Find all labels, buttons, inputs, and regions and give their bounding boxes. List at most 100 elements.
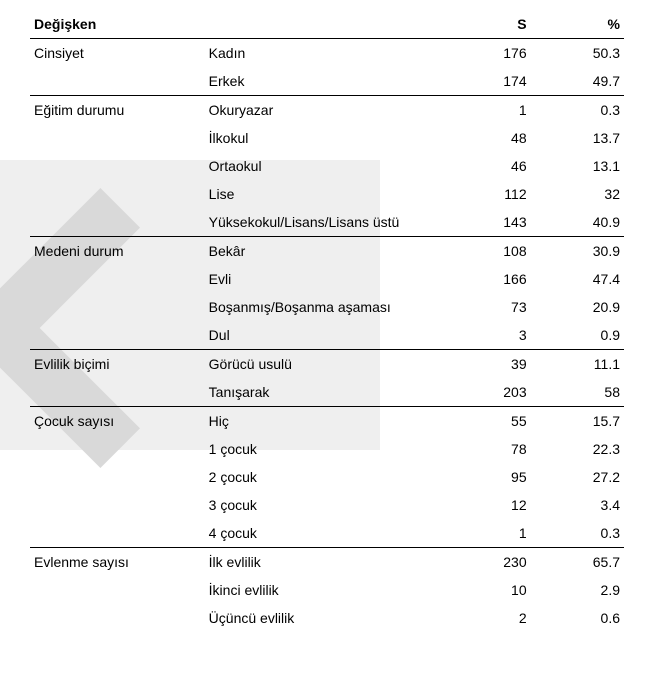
cell-percent: 49.7 bbox=[531, 67, 624, 96]
table-body: CinsiyetKadın17650.3Erkek17449.7Eğitim d… bbox=[30, 39, 624, 633]
table-row: Evlilik biçimiGörücü usulü3911.1 bbox=[30, 350, 624, 379]
cell-s: 46 bbox=[438, 152, 531, 180]
header-s: S bbox=[438, 10, 531, 39]
cell-variable bbox=[30, 293, 205, 321]
cell-percent: 27.2 bbox=[531, 463, 624, 491]
cell-value: Kadın bbox=[205, 39, 438, 68]
cell-percent: 22.3 bbox=[531, 435, 624, 463]
cell-s: 55 bbox=[438, 407, 531, 436]
cell-percent: 20.9 bbox=[531, 293, 624, 321]
cell-s: 143 bbox=[438, 208, 531, 237]
cell-variable bbox=[30, 378, 205, 407]
cell-value: Evli bbox=[205, 265, 438, 293]
cell-value: Yüksekokul/Lisans/Lisans üstü bbox=[205, 208, 438, 237]
cell-value: İlkokul bbox=[205, 124, 438, 152]
cell-value: Ortaokul bbox=[205, 152, 438, 180]
cell-variable bbox=[30, 67, 205, 96]
cell-s: 108 bbox=[438, 237, 531, 266]
demographics-table: Değişken S % CinsiyetKadın17650.3Erkek17… bbox=[30, 10, 624, 632]
cell-s: 230 bbox=[438, 548, 531, 577]
cell-percent: 11.1 bbox=[531, 350, 624, 379]
header-variable: Değişken bbox=[30, 10, 205, 39]
cell-variable bbox=[30, 519, 205, 548]
table-row: CinsiyetKadın17650.3 bbox=[30, 39, 624, 68]
cell-s: 3 bbox=[438, 321, 531, 350]
table-row: Evli16647.4 bbox=[30, 265, 624, 293]
cell-value: Lise bbox=[205, 180, 438, 208]
cell-percent: 40.9 bbox=[531, 208, 624, 237]
table-header-row: Değişken S % bbox=[30, 10, 624, 39]
cell-variable: Evlenme sayısı bbox=[30, 548, 205, 577]
table-row: Erkek17449.7 bbox=[30, 67, 624, 96]
cell-s: 73 bbox=[438, 293, 531, 321]
cell-value: 4 çocuk bbox=[205, 519, 438, 548]
cell-value: Görücü usulü bbox=[205, 350, 438, 379]
table-row: İlkokul4813.7 bbox=[30, 124, 624, 152]
cell-variable bbox=[30, 491, 205, 519]
cell-s: 1 bbox=[438, 519, 531, 548]
cell-s: 112 bbox=[438, 180, 531, 208]
cell-s: 2 bbox=[438, 604, 531, 632]
cell-s: 95 bbox=[438, 463, 531, 491]
cell-percent: 32 bbox=[531, 180, 624, 208]
cell-variable bbox=[30, 265, 205, 293]
cell-variable bbox=[30, 576, 205, 604]
cell-percent: 0.6 bbox=[531, 604, 624, 632]
cell-variable: Çocuk sayısı bbox=[30, 407, 205, 436]
cell-value: Boşanmış/Boşanma aşaması bbox=[205, 293, 438, 321]
cell-variable bbox=[30, 435, 205, 463]
table-row: 4 çocuk10.3 bbox=[30, 519, 624, 548]
cell-value: İkinci evlilik bbox=[205, 576, 438, 604]
table-row: 1 çocuk7822.3 bbox=[30, 435, 624, 463]
table-row: Çocuk sayısıHiç5515.7 bbox=[30, 407, 624, 436]
cell-s: 12 bbox=[438, 491, 531, 519]
cell-percent: 0.3 bbox=[531, 96, 624, 125]
cell-s: 203 bbox=[438, 378, 531, 407]
cell-percent: 47.4 bbox=[531, 265, 624, 293]
cell-variable bbox=[30, 152, 205, 180]
cell-value: Üçüncü evlilik bbox=[205, 604, 438, 632]
cell-value: Erkek bbox=[205, 67, 438, 96]
cell-variable: Medeni durum bbox=[30, 237, 205, 266]
table-row: Dul30.9 bbox=[30, 321, 624, 350]
table-container: Değişken S % CinsiyetKadın17650.3Erkek17… bbox=[0, 0, 654, 642]
cell-s: 78 bbox=[438, 435, 531, 463]
cell-percent: 65.7 bbox=[531, 548, 624, 577]
cell-s: 174 bbox=[438, 67, 531, 96]
cell-variable bbox=[30, 180, 205, 208]
table-row: Evlenme sayısıİlk evlilik23065.7 bbox=[30, 548, 624, 577]
cell-value: Hiç bbox=[205, 407, 438, 436]
cell-percent: 15.7 bbox=[531, 407, 624, 436]
cell-value: Bekâr bbox=[205, 237, 438, 266]
cell-variable: Cinsiyet bbox=[30, 39, 205, 68]
cell-variable: Eğitim durumu bbox=[30, 96, 205, 125]
cell-percent: 58 bbox=[531, 378, 624, 407]
cell-variable bbox=[30, 208, 205, 237]
table-row: 2 çocuk9527.2 bbox=[30, 463, 624, 491]
cell-value: İlk evlilik bbox=[205, 548, 438, 577]
cell-percent: 0.3 bbox=[531, 519, 624, 548]
cell-variable bbox=[30, 604, 205, 632]
cell-percent: 2.9 bbox=[531, 576, 624, 604]
cell-s: 176 bbox=[438, 39, 531, 68]
table-row: Tanışarak20358 bbox=[30, 378, 624, 407]
table-row: 3 çocuk123.4 bbox=[30, 491, 624, 519]
table-row: Medeni durumBekâr10830.9 bbox=[30, 237, 624, 266]
table-row: Üçüncü evlilik20.6 bbox=[30, 604, 624, 632]
cell-variable bbox=[30, 463, 205, 491]
cell-value: Okuryazar bbox=[205, 96, 438, 125]
cell-s: 48 bbox=[438, 124, 531, 152]
table-row: Eğitim durumuOkuryazar10.3 bbox=[30, 96, 624, 125]
cell-value: 1 çocuk bbox=[205, 435, 438, 463]
cell-variable bbox=[30, 124, 205, 152]
cell-value: Tanışarak bbox=[205, 378, 438, 407]
cell-percent: 0.9 bbox=[531, 321, 624, 350]
cell-percent: 50.3 bbox=[531, 39, 624, 68]
cell-value: 3 çocuk bbox=[205, 491, 438, 519]
cell-s: 10 bbox=[438, 576, 531, 604]
table-row: Ortaokul4613.1 bbox=[30, 152, 624, 180]
cell-s: 39 bbox=[438, 350, 531, 379]
cell-s: 1 bbox=[438, 96, 531, 125]
table-row: İkinci evlilik102.9 bbox=[30, 576, 624, 604]
header-percent: % bbox=[531, 10, 624, 39]
